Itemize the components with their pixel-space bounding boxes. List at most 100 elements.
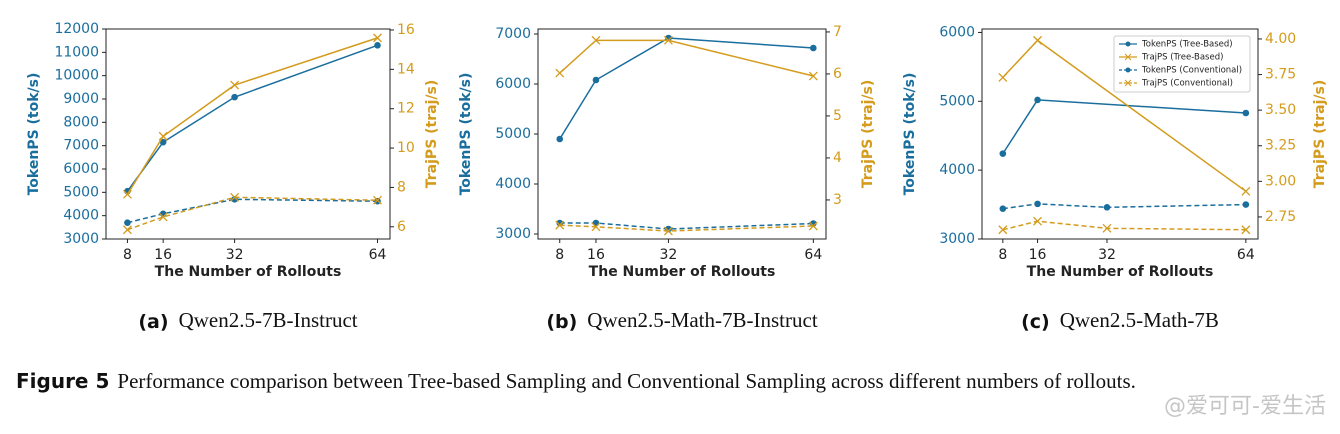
y2-tick-label: 5	[833, 108, 842, 124]
x-tick-label: 64	[369, 247, 387, 263]
x-tick-label: 16	[154, 247, 172, 263]
y-tick-label: 4000	[63, 208, 99, 224]
y-tick-label: 8000	[63, 114, 99, 130]
y-tick-label: 6000	[939, 24, 975, 40]
subfigure-title: Qwen2.5-Math-7B	[1060, 308, 1219, 332]
subfigure-caption: (b) Qwen2.5-Math-7B-Instruct	[546, 308, 817, 333]
point	[1103, 204, 1111, 211]
point	[998, 225, 1008, 235]
series-line	[559, 39, 814, 77]
point	[808, 71, 818, 81]
y-tick-label: 12000	[54, 21, 99, 37]
plot-frame	[105, 28, 391, 240]
point	[374, 42, 381, 49]
y2-tick-label: 3.75	[1265, 67, 1296, 83]
y-tick-label: 5000	[939, 93, 975, 109]
y2-tick-label: 7	[833, 24, 842, 40]
caption-text: Performance comparison between Tree-base…	[117, 369, 1136, 393]
point	[158, 212, 168, 222]
point	[591, 35, 601, 45]
subfigure-label: (c)	[1021, 311, 1050, 333]
point	[556, 135, 564, 143]
point	[810, 44, 817, 52]
y2-tick-label: 14	[397, 61, 415, 77]
point	[230, 192, 240, 202]
x-tick-label: 64	[1237, 247, 1255, 263]
subfigure-caption: (a) Qwen2.5-7B-Instruct	[138, 308, 357, 333]
point	[1241, 186, 1251, 196]
y2-tick-label: 6	[833, 66, 842, 82]
y2-tick-label: 3.25	[1265, 138, 1296, 154]
point	[373, 33, 382, 43]
subfigure-caption: (c) Qwen2.5-Math-7B	[1021, 308, 1219, 333]
series-line	[126, 37, 378, 195]
y2-tick-label: 12	[397, 101, 415, 117]
y-tick-label: 7000	[495, 26, 531, 42]
series-line	[127, 196, 378, 231]
point	[998, 72, 1008, 82]
y-tick-label: 6000	[63, 161, 99, 177]
legend: TokenPS (Tree-Based) TrajPS (Tree-Based) T…	[1113, 35, 1251, 93]
figure: 8 16 32 64300040005000600070008000900010000…	[26, 21, 1328, 333]
legend-label: TokenPS (Tree-Based)	[1141, 40, 1233, 50]
point	[374, 197, 381, 205]
point	[158, 131, 168, 141]
y-tick-label: 6000	[495, 76, 531, 92]
y-tick-label: 4000	[495, 176, 531, 192]
point	[230, 80, 240, 90]
y-tick-label: 5000	[495, 126, 531, 142]
y-axis-label: TokenPS (tok/s)	[26, 73, 42, 196]
y2-tick-label: 4.00	[1265, 31, 1296, 47]
legend-box	[1113, 35, 1251, 93]
y2-tick-label: 8	[397, 179, 406, 195]
point	[663, 35, 673, 45]
legend-label: TokenPS (Conventional)	[1141, 66, 1242, 76]
point	[1034, 200, 1041, 208]
y2-tick-label: 6	[397, 219, 406, 235]
series-line	[559, 222, 814, 230]
y-tick-label: 10000	[54, 68, 99, 84]
x-tick-label: 16	[587, 247, 605, 263]
y-tick-label: 5000	[63, 184, 99, 200]
point	[1242, 109, 1250, 117]
x-tick-label: 8	[123, 247, 132, 263]
y2-axis-label: TrajPS (traj/s)	[860, 80, 876, 188]
point	[124, 219, 131, 226]
y-axis-label: TokenPS (tok/s)	[902, 73, 918, 196]
legend-label: TrajPS (Conventional)	[1141, 79, 1233, 89]
legend-label: TrajPS (Tree-Based)	[1141, 53, 1223, 63]
point	[159, 138, 167, 146]
series-line	[559, 224, 814, 232]
point	[1102, 223, 1112, 233]
y2-tick-label: 16	[397, 22, 415, 38]
legend-marker	[1124, 79, 1132, 87]
x-axis-label: The Number of Rollouts	[589, 264, 776, 280]
figure-label: Figure 5	[16, 369, 110, 393]
point	[1033, 35, 1043, 45]
y2-tick-label: 3.50	[1265, 102, 1296, 118]
point	[1241, 225, 1251, 235]
y-axis-label: TokenPS (tok/s)	[458, 73, 474, 196]
point	[231, 93, 238, 101]
series-line	[1002, 220, 1246, 231]
x-tick-label: 8	[555, 247, 564, 263]
point	[591, 222, 601, 232]
y-tick-label: 3000	[63, 231, 99, 247]
y-tick-label: 9000	[63, 91, 99, 107]
point	[373, 195, 382, 205]
point	[555, 68, 565, 78]
legend-marker	[1124, 53, 1132, 61]
y-tick-label: 11000	[54, 44, 99, 60]
series-line	[1002, 203, 1246, 210]
figure-caption: Figure 5 Performance comparison between T…	[16, 366, 1326, 396]
point	[663, 226, 673, 236]
x-tick-label: 16	[1029, 247, 1047, 263]
plot-frame	[981, 28, 1259, 240]
y2-tick-label: 3	[833, 192, 842, 208]
y-tick-label: 3000	[939, 231, 975, 247]
point	[122, 189, 132, 199]
y2-tick-label: 4	[833, 150, 842, 166]
x-tick-label: 8	[998, 247, 1007, 263]
x-tick-label: 64	[804, 247, 822, 263]
